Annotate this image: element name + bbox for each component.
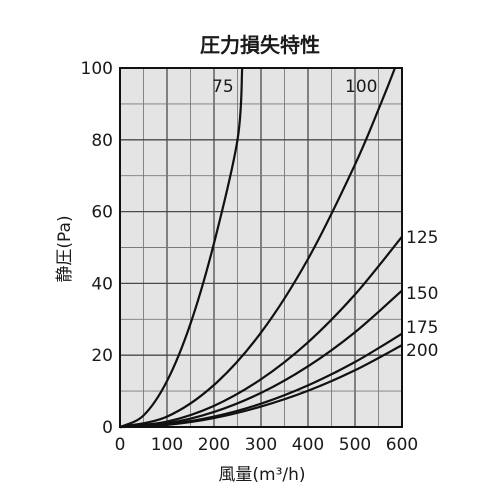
- x-tick-label: 300: [245, 435, 277, 455]
- curve-label-175: 175: [406, 318, 438, 338]
- curve-label-150: 150: [406, 284, 438, 304]
- y-tick-label: 20: [91, 346, 113, 366]
- y-axis-label: 静圧(Pa): [55, 215, 75, 282]
- chart-title: 圧力損失特性: [200, 33, 320, 57]
- curves: [119, 67, 403, 429]
- curve-label-100: 100: [345, 77, 377, 97]
- curve-label-125: 125: [406, 228, 438, 248]
- y-tick-label: 0: [102, 418, 113, 438]
- grid-lines: [119, 67, 403, 428]
- x-tick-label: 0: [115, 435, 126, 455]
- y-tick-label: 60: [91, 203, 113, 223]
- curve-labels: 75 100 125 150 175 200: [212, 77, 438, 361]
- y-tick-labels: 0 20 40 60 80 100: [81, 59, 113, 438]
- curve-label-200: 200: [406, 341, 438, 361]
- x-tick-labels: 0 100 200 300 400 500 600: [115, 435, 419, 455]
- x-tick-label: 200: [198, 435, 230, 455]
- curve-125: [119, 236, 403, 429]
- x-tick-label: 400: [292, 435, 324, 455]
- plot-frame: [119, 67, 403, 428]
- x-tick-label: 500: [339, 435, 371, 455]
- curve-75: [119, 67, 244, 429]
- x-axis-label: 風量(m³/h): [218, 465, 305, 485]
- y-tick-label: 100: [81, 59, 113, 79]
- y-tick-label: 80: [91, 131, 113, 151]
- curve-100: [119, 67, 396, 429]
- y-tick-label: 40: [91, 274, 113, 294]
- curve-200: [119, 344, 403, 429]
- curve-label-75: 75: [212, 77, 234, 97]
- x-tick-label: 100: [151, 435, 183, 455]
- x-tick-label: 600: [386, 435, 418, 455]
